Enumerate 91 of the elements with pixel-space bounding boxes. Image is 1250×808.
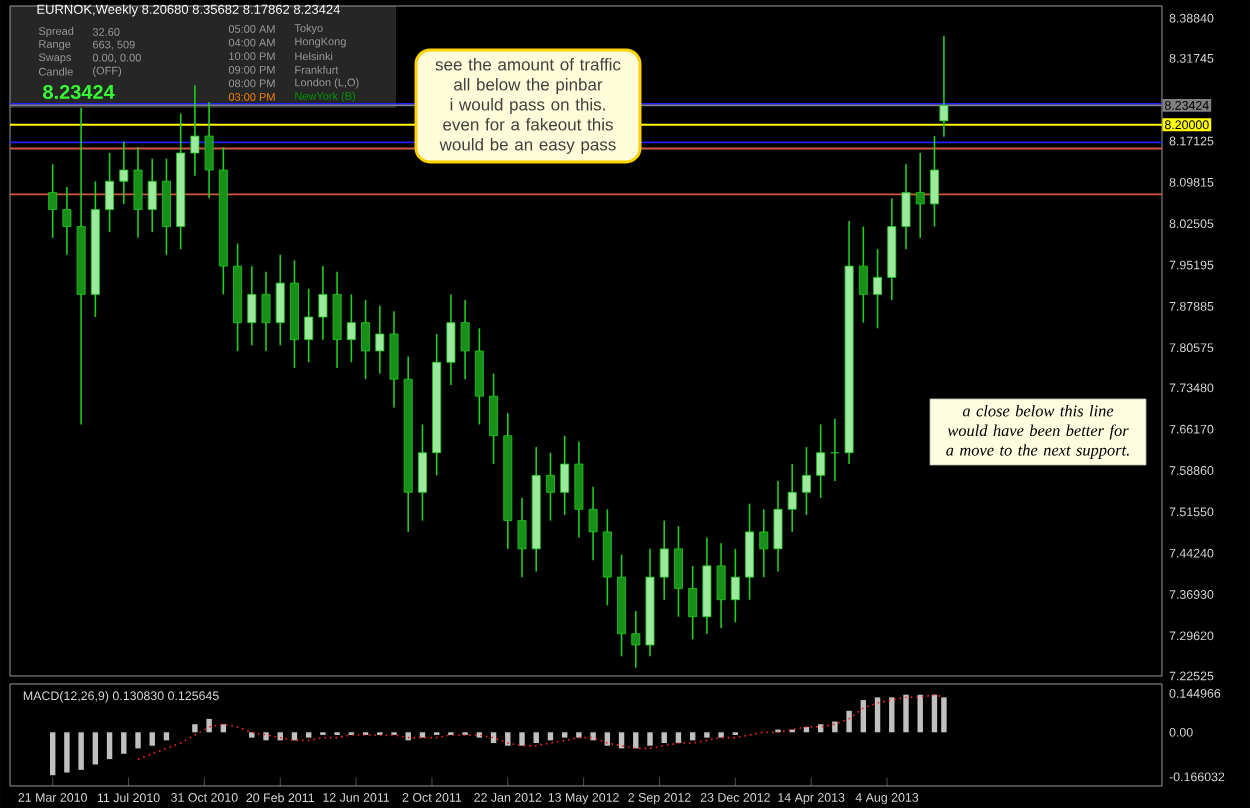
bar [121, 732, 127, 754]
bar [590, 732, 596, 741]
candlestick [275, 254, 285, 347]
candlestick [858, 225, 868, 324]
bar [860, 700, 867, 733]
bar [832, 721, 838, 733]
bar [263, 732, 269, 741]
bar [206, 718, 212, 733]
bar [941, 697, 947, 733]
annotation: a close below this line would have been better for a move to the next support. [946, 404, 1129, 459]
bar [903, 694, 909, 733]
candlestick [631, 610, 641, 669]
bar [647, 732, 653, 746]
candlestick [62, 186, 72, 256]
candlestick [389, 310, 399, 409]
candlestick [801, 446, 811, 516]
candlestick [759, 508, 769, 578]
bar [561, 732, 568, 738]
candlestick [161, 157, 171, 256]
candlestick [261, 270, 271, 352]
bar [163, 732, 170, 741]
candlestick [48, 163, 58, 239]
annotation: see the amount of traffic all below the pinbar i would pass on this. even for a fakeout this would be an easy pass [435, 58, 621, 154]
bar [106, 732, 113, 760]
candlestick [332, 270, 342, 369]
bar [519, 732, 525, 746]
bar [917, 694, 923, 733]
bar [633, 732, 639, 749]
candlestick [773, 480, 783, 573]
candlestick [816, 423, 826, 499]
candlestick [915, 152, 925, 239]
candlestick [460, 299, 470, 381]
candlestick [304, 287, 314, 364]
candlestick [375, 304, 385, 375]
candlestick [105, 152, 115, 233]
bar [547, 732, 554, 741]
bar [476, 732, 483, 738]
candlestick [446, 293, 456, 386]
candlestick [417, 423, 427, 522]
bar [889, 697, 895, 733]
candlestick [688, 565, 698, 641]
bar [135, 732, 141, 749]
candlestick [545, 451, 555, 522]
bar [846, 710, 852, 733]
bar [505, 732, 511, 746]
bar [78, 732, 84, 770]
bar [92, 732, 99, 765]
candlestick [489, 372, 499, 465]
candlestick [659, 519, 669, 601]
candlestick [204, 101, 214, 200]
candlestick [787, 463, 797, 533]
candlestick [745, 502, 755, 601]
candlestick [602, 508, 612, 607]
candlestick [730, 548, 740, 624]
candlestick [190, 84, 200, 177]
candlestick [560, 434, 570, 516]
bar [419, 732, 426, 738]
bar [689, 732, 696, 741]
bar [64, 732, 70, 773]
bar [604, 732, 611, 746]
bar [149, 732, 155, 746]
bar [305, 732, 312, 738]
candlestick [133, 146, 143, 239]
bar [704, 732, 710, 738]
candlestick [673, 525, 683, 618]
bar [931, 694, 938, 733]
bar [675, 732, 682, 744]
candlestick [517, 497, 527, 578]
candlestick [247, 265, 257, 347]
candlestick [588, 485, 598, 561]
candlestick [873, 248, 883, 330]
candlestick [574, 440, 584, 539]
bar [192, 724, 198, 733]
candlestick [939, 35, 949, 138]
bar [249, 732, 255, 738]
bar [718, 732, 724, 738]
annotation: 8.23424 [43, 84, 115, 100]
candlestick [901, 163, 911, 250]
bar [576, 732, 582, 738]
candlestick [361, 299, 371, 381]
candlestick [119, 140, 129, 205]
candlestick [474, 327, 484, 426]
bar [661, 732, 667, 744]
candlestick [147, 157, 157, 233]
bar [490, 732, 497, 744]
candlestick [346, 293, 356, 364]
bar [874, 697, 881, 733]
candlestick [318, 265, 328, 341]
bar [533, 732, 539, 744]
candlestick [716, 542, 726, 629]
candlestick [929, 135, 939, 228]
